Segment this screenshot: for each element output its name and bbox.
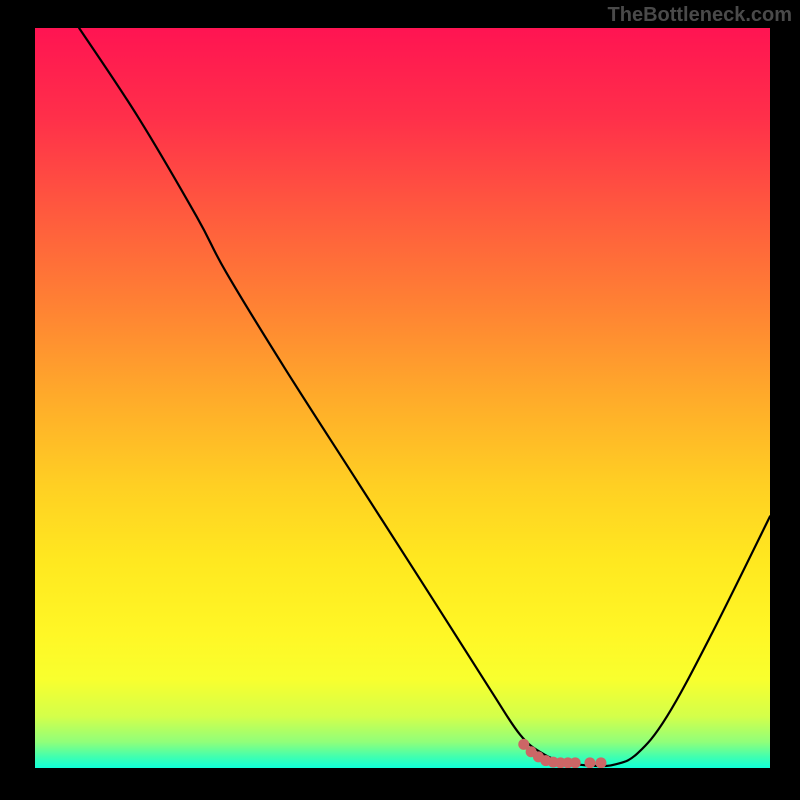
- watermark-text: TheBottleneck.com: [608, 4, 792, 27]
- chart-container: TheBottleneck.com: [0, 0, 800, 800]
- highlight-dots: [518, 739, 606, 768]
- curve-layer: [35, 28, 770, 768]
- bottleneck-curve: [79, 28, 770, 766]
- plot-area: [35, 28, 770, 768]
